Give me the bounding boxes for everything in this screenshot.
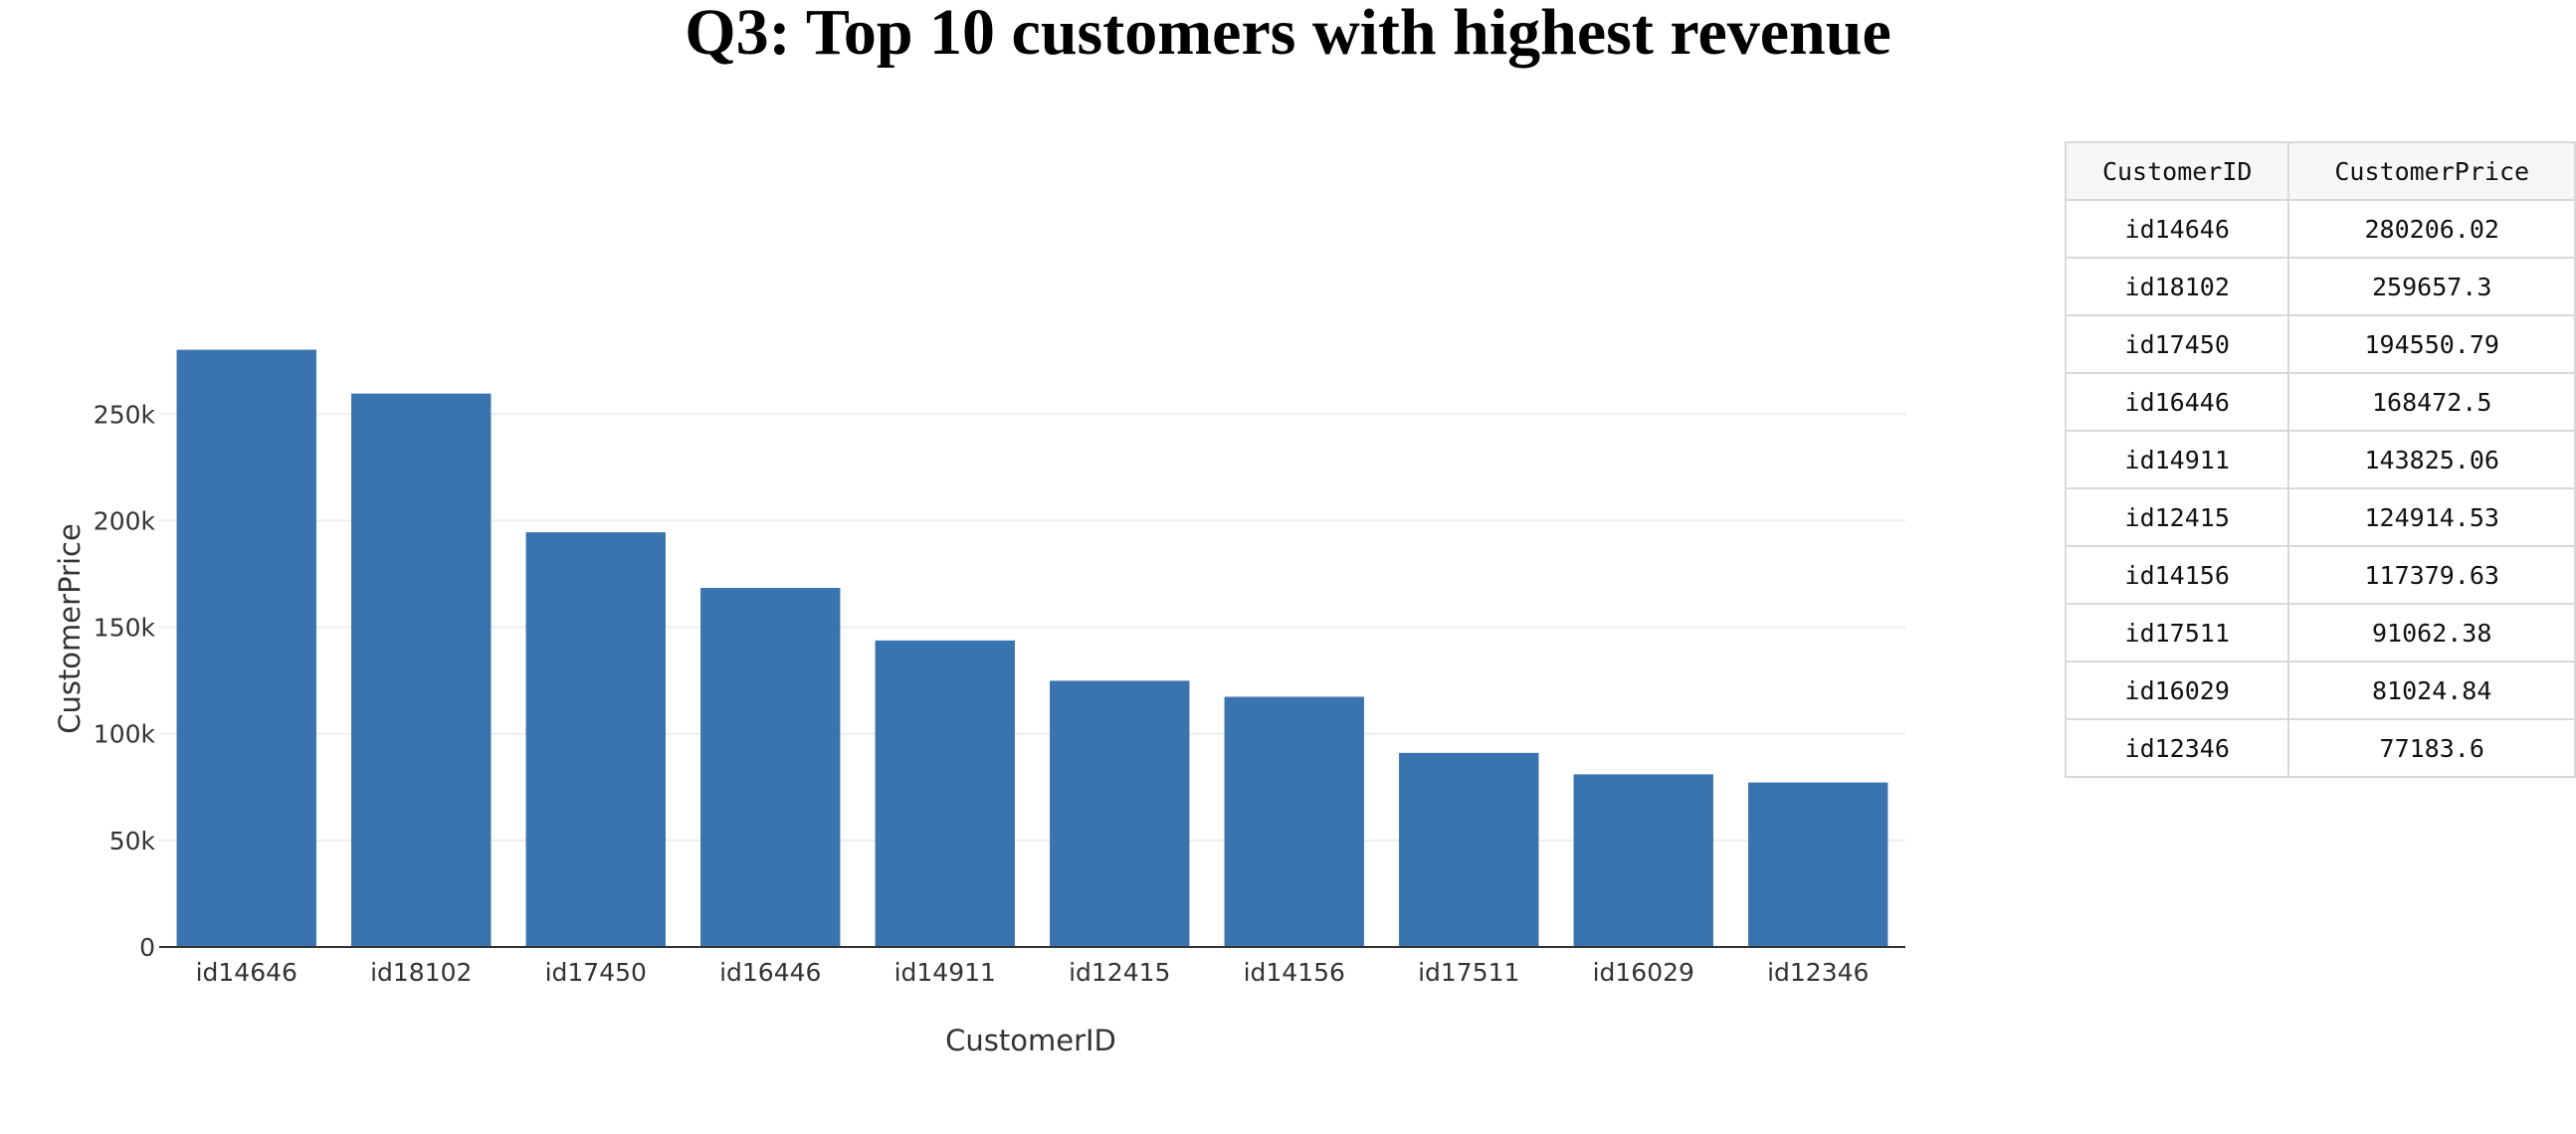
y-tick-label: 200k	[94, 506, 156, 535]
cell-customer-id: id17511	[2064, 603, 2290, 662]
cell-customer-id: id17450	[2064, 314, 2290, 374]
x-axis-ticks: id14646 id18102 id17450 id16446 id14911 id124…	[196, 958, 1870, 987]
x-tick-label: id14911	[894, 958, 996, 987]
bar	[700, 588, 841, 947]
y-axis-ticks: 0 50k 100k 150k 200k 250k	[94, 400, 156, 962]
chart-title: Q3: Top 10 customers with highest revenu…	[685, 0, 1891, 69]
cell-customer-price: 143825.06	[2287, 430, 2576, 489]
bar	[875, 640, 1015, 947]
bar	[1399, 752, 1539, 947]
x-tick-label: id12415	[1069, 958, 1170, 987]
cell-customer-id: id18102	[2064, 257, 2290, 316]
cell-customer-price: 91062.38	[2287, 603, 2576, 662]
table-row: id12346 77183.6	[2064, 718, 2576, 778]
x-tick-label: id18102	[370, 958, 472, 987]
y-tick-label: 100k	[94, 720, 156, 749]
x-tick-label: id16446	[719, 958, 821, 987]
table-row: id14911 143825.06	[2064, 430, 2576, 489]
bar	[1573, 774, 1713, 947]
cell-customer-price: 280206.02	[2287, 199, 2576, 259]
table-row: id14646 280206.02	[2064, 199, 2576, 259]
x-tick-label: id17450	[545, 958, 647, 987]
x-tick-label: id12346	[1767, 958, 1869, 987]
bar	[1050, 680, 1190, 947]
cell-customer-price: 124914.53	[2287, 487, 2576, 547]
table-row: id16029 81024.84	[2064, 661, 2576, 720]
y-tick-label: 0	[139, 933, 155, 962]
table-row: id12415 124914.53	[2064, 487, 2576, 547]
y-axis-title: CustomerPrice	[53, 523, 87, 734]
cell-customer-id: id14911	[2064, 430, 2290, 489]
bar	[525, 532, 666, 947]
bar	[1224, 696, 1364, 947]
cell-customer-price: 81024.84	[2287, 661, 2576, 720]
cell-customer-price: 168472.5	[2287, 372, 2576, 432]
header-customer-price: CustomerPrice	[2287, 141, 2576, 201]
y-tick-label: 250k	[94, 400, 156, 429]
cell-customer-price: 259657.3	[2287, 257, 2576, 316]
table-row: id17511 91062.38	[2064, 603, 2576, 662]
cell-customer-id: id14646	[2064, 199, 2290, 259]
x-tick-label: id16029	[1593, 958, 1694, 987]
cell-customer-id: id16029	[2064, 661, 2290, 720]
x-tick-label: id14156	[1244, 958, 1345, 987]
cell-customer-id: id12346	[2064, 718, 2290, 778]
y-tick-label: 150k	[94, 614, 156, 643]
bar	[176, 349, 316, 947]
x-tick-label: id14646	[196, 958, 297, 987]
table-row: id17450 194550.79	[2064, 314, 2576, 374]
cell-customer-id: id12415	[2064, 487, 2290, 547]
cell-customer-price: 117379.63	[2287, 545, 2576, 605]
table-row: id18102 259657.3	[2064, 257, 2576, 316]
cell-customer-id: id14156	[2064, 545, 2290, 605]
table-row: id16446 168472.5	[2064, 372, 2576, 432]
header-customer-id: CustomerID	[2064, 141, 2290, 201]
bar-chart: 0 50k 100k 150k 200k 250k id14646 id18102 id174…	[53, 349, 1905, 1057]
bars	[176, 349, 1888, 947]
x-axis-title: CustomerID	[945, 1024, 1116, 1057]
bar	[1748, 782, 1888, 947]
data-table: CustomerID CustomerPrice id14646 280206.0…	[2064, 141, 2576, 778]
x-tick-label: id17511	[1418, 958, 1519, 987]
table-header-row: CustomerID CustomerPrice	[2064, 141, 2576, 201]
table-row: id14156 117379.63	[2064, 545, 2576, 605]
cell-customer-price: 77183.6	[2287, 718, 2576, 778]
cell-customer-price: 194550.79	[2287, 314, 2576, 374]
cell-customer-id: id16446	[2064, 372, 2290, 432]
bar	[351, 393, 492, 947]
y-tick-label: 50k	[109, 827, 156, 855]
